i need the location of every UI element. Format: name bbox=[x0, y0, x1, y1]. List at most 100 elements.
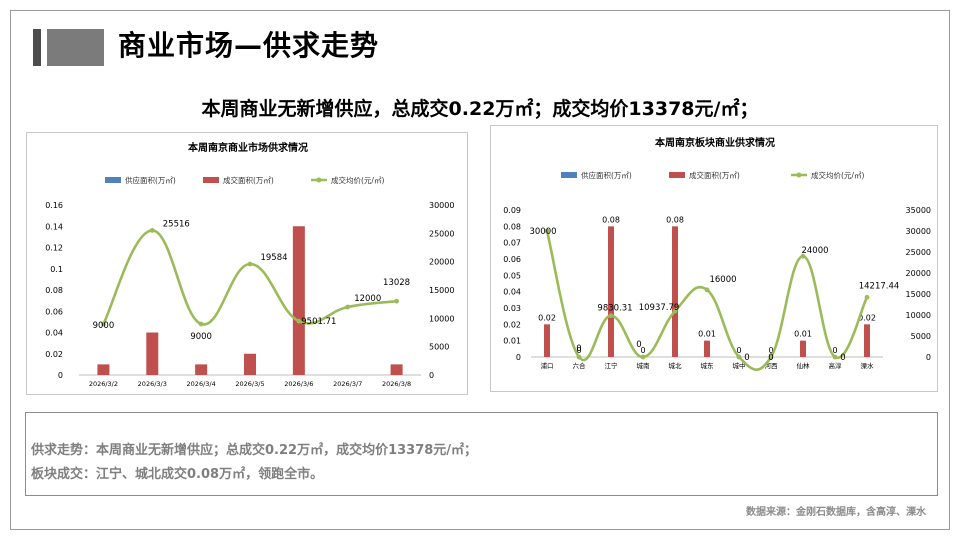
deal-bar bbox=[672, 226, 678, 357]
y-left-tick: 0 bbox=[58, 371, 63, 380]
deal-bar bbox=[292, 226, 305, 375]
price-point bbox=[704, 287, 710, 293]
y-right-tick: 20000 bbox=[906, 269, 931, 278]
deal-bar-label: 0 bbox=[832, 346, 837, 355]
deal-bar-label: 0.08 bbox=[666, 215, 684, 224]
price-point bbox=[198, 321, 204, 327]
price-label: 0 bbox=[576, 344, 581, 354]
price-label: 25516 bbox=[163, 219, 190, 229]
x-tick-label: 河西 bbox=[765, 362, 779, 370]
x-tick-label: 高淳 bbox=[829, 361, 843, 370]
price-label: 13028 bbox=[383, 278, 410, 288]
x-tick-label: 浦口 bbox=[541, 361, 554, 370]
y-right-tick: 15000 bbox=[906, 290, 931, 299]
y-right-tick: 5000 bbox=[429, 343, 449, 352]
y-left-tick: 0 bbox=[516, 353, 521, 362]
y-left-tick: 0.03 bbox=[503, 304, 521, 313]
deal-bar bbox=[800, 340, 806, 357]
deal-bar-label: 0.02 bbox=[538, 313, 556, 322]
price-point bbox=[247, 261, 253, 267]
y-left-tick: 0.06 bbox=[45, 307, 63, 316]
deal-bar bbox=[244, 353, 256, 375]
x-tick-label: 城东 bbox=[701, 361, 715, 370]
y-left-tick: 0.02 bbox=[45, 350, 63, 359]
district-chart-panel: 本周南京板块商业供求情况 供应面积(万㎡) 成交面积(万㎡) 成交均价(元/㎡) 0 0.… bbox=[490, 125, 938, 392]
y-left-tick: 0.16 bbox=[45, 201, 63, 210]
x-tick-label: 城北 bbox=[669, 362, 683, 370]
y-right-tick: 30000 bbox=[429, 201, 454, 210]
summary-line-supply: 供求走势：本周商业无新增供应；总成交0.22万㎡，成交均价13378元/㎡； bbox=[31, 443, 478, 458]
city-chart-panel: 本周南京商业市场供求情况 供应面积(万㎡) 成交面积(万㎡) 成交均价(元/㎡) 0 0.… bbox=[26, 132, 468, 395]
summary-line-district: 板块成交：江宁、城北成交0.08万㎡，领跑全市。 bbox=[31, 467, 324, 482]
price-label: 12000 bbox=[354, 294, 381, 304]
price-point bbox=[345, 304, 351, 310]
price-label: 14217.44 bbox=[859, 281, 900, 291]
deal-bar bbox=[390, 364, 403, 375]
x-tick-label: 仙林 bbox=[797, 361, 811, 370]
price-point bbox=[101, 321, 106, 327]
price-label: 9000 bbox=[93, 321, 115, 331]
y-left-tick: 0.14 bbox=[45, 222, 63, 231]
page-title: 商业市场—供求走势 bbox=[118, 29, 380, 62]
price-label: 16000 bbox=[709, 275, 736, 285]
price-point bbox=[640, 354, 646, 360]
legend-deal: 成交面积(万㎡) bbox=[223, 175, 274, 185]
y-right-tick: 20000 bbox=[429, 258, 454, 267]
price-label: 9501.71 bbox=[301, 317, 336, 327]
x-tick-label: 江宁 bbox=[605, 361, 619, 370]
price-label: 10937.79 bbox=[639, 303, 680, 313]
headline: 本周商业无新增供应，总成交0.22万㎡；成交均价13378元/㎡； bbox=[201, 98, 759, 120]
price-point bbox=[149, 228, 155, 233]
price-point bbox=[768, 354, 774, 360]
x-tick-label: 2026/3/2 bbox=[89, 380, 118, 388]
y-right-tick: 35000 bbox=[906, 206, 931, 215]
deal-bar-label: 0.02 bbox=[858, 313, 876, 322]
x-tick-label: 2026/3/6 bbox=[284, 380, 313, 388]
y-right-tick: 25000 bbox=[906, 248, 931, 257]
price-point bbox=[296, 318, 302, 324]
y-left-tick: 0.02 bbox=[503, 320, 521, 329]
page-frame bbox=[10, 10, 950, 530]
x-tick-label: 城南 bbox=[637, 361, 651, 370]
deal-bar bbox=[195, 364, 208, 375]
deal-bar-label: 0.01 bbox=[698, 330, 716, 339]
legend-marker-price bbox=[796, 172, 802, 178]
x-tick-label: 六合 bbox=[573, 361, 587, 370]
y-right-tick: 10000 bbox=[429, 314, 454, 323]
y-left-tick: 0.07 bbox=[503, 239, 521, 248]
y-right-tick: 10000 bbox=[906, 311, 931, 320]
x-tick-label: 城中 bbox=[733, 361, 746, 370]
legend-deal-swatch bbox=[669, 172, 685, 178]
deal-bar bbox=[544, 324, 550, 357]
y-right-tick: 0 bbox=[429, 371, 434, 380]
price-label: 19584 bbox=[260, 253, 287, 263]
y-left-tick: 0.08 bbox=[45, 286, 63, 295]
deal-bar bbox=[146, 332, 159, 375]
legend-deal-swatch bbox=[203, 177, 219, 183]
deal-bar bbox=[864, 324, 870, 357]
deal-bar-label: 0.08 bbox=[602, 215, 620, 224]
x-tick-label: 溧水 bbox=[861, 361, 875, 370]
y-right-tick: 30000 bbox=[906, 227, 931, 236]
legend-supply-swatch bbox=[105, 177, 121, 183]
x-tick-label: 2026/3/7 bbox=[333, 380, 362, 388]
legend-price: 成交均价(元/㎡) bbox=[331, 175, 384, 185]
legend-supply-swatch bbox=[561, 172, 577, 178]
price-point bbox=[544, 228, 550, 234]
price-point bbox=[608, 313, 614, 319]
title-decoration-light bbox=[47, 29, 104, 66]
y-left-tick: 0.04 bbox=[45, 329, 63, 338]
legend-price: 成交均价(元/㎡) bbox=[811, 170, 864, 180]
y-left-tick: 0.06 bbox=[503, 255, 521, 264]
y-left-tick: 0.1 bbox=[50, 265, 63, 274]
price-label: 24000 bbox=[801, 246, 828, 256]
price-label: 9000 bbox=[190, 332, 212, 342]
title-decoration-dark bbox=[33, 29, 41, 66]
data-source: 数据来源：金刚石数据库，含高淳、溧水 bbox=[746, 507, 926, 518]
y-right-tick: 15000 bbox=[429, 286, 454, 295]
deal-bar-label: 0.01 bbox=[794, 330, 812, 339]
deal-bar-label: 0 bbox=[576, 346, 581, 355]
price-point bbox=[672, 308, 678, 314]
price-label: 0 bbox=[636, 340, 641, 350]
